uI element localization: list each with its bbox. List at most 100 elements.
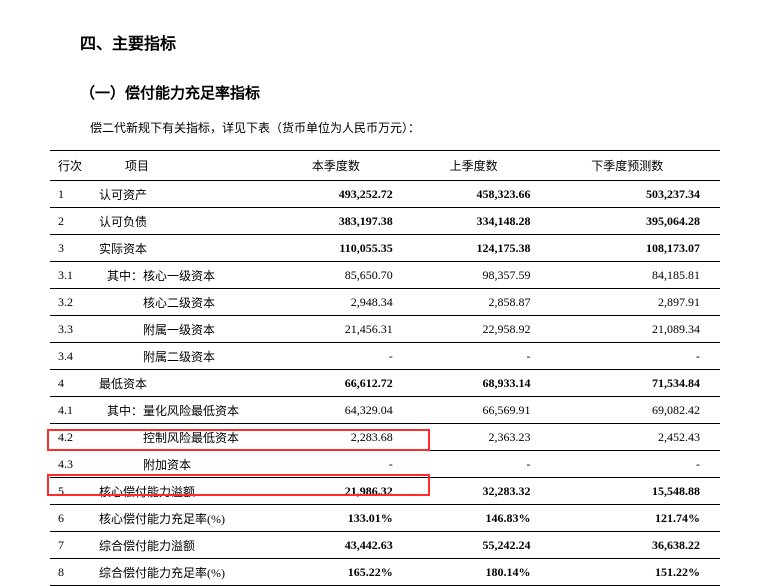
- cell-rownum: 6: [50, 505, 95, 532]
- col-header-prev: 上季度数: [413, 151, 551, 181]
- cell-rownum: 5: [50, 478, 95, 505]
- col-header-next: 下季度预测数: [550, 151, 720, 181]
- cell-item: 附加资本: [95, 451, 275, 478]
- cell-value-2: 71,534.84: [550, 370, 720, 397]
- cell-rownum: 3.2: [50, 289, 95, 316]
- cell-value-2: -: [550, 451, 720, 478]
- section-heading: 四、主要指标: [80, 30, 720, 54]
- cell-value-1: 22,958.92: [413, 316, 551, 343]
- cell-value-0: 493,252.72: [275, 181, 413, 208]
- cell-item: 实际资本: [95, 235, 275, 262]
- col-header-item: 项目: [95, 151, 275, 181]
- cell-value-0: 43,442.63: [275, 532, 413, 559]
- table-row: 2认可负债383,197.38334,148.28395,064.28: [50, 208, 720, 235]
- col-header-rownum: 行次: [50, 151, 95, 181]
- cell-value-0: 85,650.70: [275, 262, 413, 289]
- table-row: 3.4附属二级资本---: [50, 343, 720, 370]
- cell-value-1: 180.14%: [413, 559, 551, 586]
- cell-value-0: 66,612.72: [275, 370, 413, 397]
- cell-rownum: 3.4: [50, 343, 95, 370]
- cell-rownum: 4: [50, 370, 95, 397]
- cell-value-0: 2,948.34: [275, 289, 413, 316]
- table-row: 4.3附加资本---: [50, 451, 720, 478]
- cell-value-1: 55,242.24: [413, 532, 551, 559]
- cell-item: 控制风险最低资本: [95, 424, 275, 451]
- cell-value-2: 503,237.34: [550, 181, 720, 208]
- cell-value-2: 2,452.43: [550, 424, 720, 451]
- table-row: 3.2核心二级资本2,948.342,858.872,897.91: [50, 289, 720, 316]
- table-row: 4最低资本66,612.7268,933.1471,534.84: [50, 370, 720, 397]
- cell-value-0: 110,055.35: [275, 235, 413, 262]
- cell-item: 核心偿付能力溢额: [95, 478, 275, 505]
- cell-rownum: 7: [50, 532, 95, 559]
- cell-rownum: 1: [50, 181, 95, 208]
- cell-rownum: 2: [50, 208, 95, 235]
- cell-value-1: 146.83%: [413, 505, 551, 532]
- cell-value-0: 2,283.68: [275, 424, 413, 451]
- table-row: 8综合偿付能力充足率(%)165.22%180.14%151.22%: [50, 559, 720, 586]
- cell-item: 最低资本: [95, 370, 275, 397]
- cell-value-1: 2,363.23: [413, 424, 551, 451]
- cell-value-2: 108,173.07: [550, 235, 720, 262]
- cell-value-2: 69,082.42: [550, 397, 720, 424]
- table-row: 3.3附属一级资本21,456.3122,958.9221,089.34: [50, 316, 720, 343]
- cell-value-0: -: [275, 451, 413, 478]
- cell-value-2: 84,185.81: [550, 262, 720, 289]
- cell-item: 附属一级资本: [95, 316, 275, 343]
- cell-value-2: 21,089.34: [550, 316, 720, 343]
- cell-item: 认可负债: [95, 208, 275, 235]
- table-row: 6核心偿付能力充足率(%)133.01%146.83%121.74%: [50, 505, 720, 532]
- table-row: 1认可资产493,252.72458,323.66503,237.34: [50, 181, 720, 208]
- table-header-row: 行次 项目 本季度数 上季度数 下季度预测数: [50, 151, 720, 181]
- cell-value-1: 334,148.28: [413, 208, 551, 235]
- cell-value-0: -: [275, 343, 413, 370]
- cell-value-0: 383,197.38: [275, 208, 413, 235]
- col-header-current: 本季度数: [275, 151, 413, 181]
- cell-value-0: 64,329.04: [275, 397, 413, 424]
- cell-value-2: -: [550, 343, 720, 370]
- cell-value-2: 395,064.28: [550, 208, 720, 235]
- cell-item: 其中：量化风险最低资本: [95, 397, 275, 424]
- cell-value-2: 36,638.22: [550, 532, 720, 559]
- cell-item: 其中：核心一级资本: [95, 262, 275, 289]
- cell-rownum: 4.1: [50, 397, 95, 424]
- table-row: 7综合偿付能力溢额43,442.6355,242.2436,638.22: [50, 532, 720, 559]
- table-note: 偿二代新规下有关指标，详见下表（货币单位为人民币万元）：: [90, 119, 720, 136]
- cell-value-0: 21,986.32: [275, 478, 413, 505]
- solvency-table: 行次 项目 本季度数 上季度数 下季度预测数 1认可资产493,252.7245…: [50, 150, 720, 586]
- table-row: 3.1其中：核心一级资本85,650.7098,357.5984,185.81: [50, 262, 720, 289]
- table-row: 3实际资本110,055.35124,175.38108,173.07: [50, 235, 720, 262]
- cell-item: 核心二级资本: [95, 289, 275, 316]
- cell-value-1: 2,858.87: [413, 289, 551, 316]
- cell-value-2: 15,548.88: [550, 478, 720, 505]
- table-row: 5核心偿付能力溢额21,986.3232,283.3215,548.88: [50, 478, 720, 505]
- cell-rownum: 4.2: [50, 424, 95, 451]
- cell-rownum: 3.1: [50, 262, 95, 289]
- cell-rownum: 4.3: [50, 451, 95, 478]
- subsection-heading: （一）偿付能力充足率指标: [80, 82, 720, 103]
- table-row: 4.1其中：量化风险最低资本64,329.0466,569.9169,082.4…: [50, 397, 720, 424]
- cell-item: 综合偿付能力充足率(%): [95, 559, 275, 586]
- cell-value-1: 68,933.14: [413, 370, 551, 397]
- cell-item: 认可资产: [95, 181, 275, 208]
- cell-value-0: 133.01%: [275, 505, 413, 532]
- cell-item: 附属二级资本: [95, 343, 275, 370]
- cell-value-1: 98,357.59: [413, 262, 551, 289]
- table-body: 1认可资产493,252.72458,323.66503,237.342认可负债…: [50, 181, 720, 586]
- cell-value-2: 151.22%: [550, 559, 720, 586]
- cell-value-0: 21,456.31: [275, 316, 413, 343]
- cell-item: 综合偿付能力溢额: [95, 532, 275, 559]
- cell-value-1: 124,175.38: [413, 235, 551, 262]
- cell-value-1: -: [413, 343, 551, 370]
- cell-value-2: 2,897.91: [550, 289, 720, 316]
- cell-rownum: 3.3: [50, 316, 95, 343]
- cell-rownum: 3: [50, 235, 95, 262]
- cell-item: 核心偿付能力充足率(%): [95, 505, 275, 532]
- cell-value-1: 66,569.91: [413, 397, 551, 424]
- cell-rownum: 8: [50, 559, 95, 586]
- table-row: 4.2控制风险最低资本2,283.682,363.232,452.43: [50, 424, 720, 451]
- cell-value-0: 165.22%: [275, 559, 413, 586]
- cell-value-1: 458,323.66: [413, 181, 551, 208]
- cell-value-1: 32,283.32: [413, 478, 551, 505]
- cell-value-2: 121.74%: [550, 505, 720, 532]
